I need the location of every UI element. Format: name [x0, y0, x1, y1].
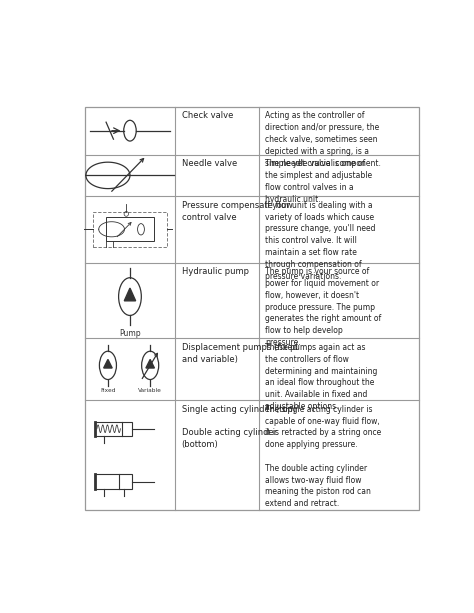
- Text: Displacement pumps (fixed
and variable): Displacement pumps (fixed and variable): [182, 343, 298, 364]
- Bar: [106, 218, 154, 241]
- Bar: [85, 107, 419, 510]
- Text: Variable: Variable: [138, 388, 162, 393]
- Bar: [95, 422, 132, 436]
- Text: Single acting cylinder (top)

Double acting cylinder
(bottom): Single acting cylinder (top) Double acti…: [182, 405, 296, 449]
- Bar: [95, 474, 132, 489]
- Text: Pump: Pump: [119, 329, 141, 338]
- Text: Acting as the controller of
direction and/or pressure, the
check valve, sometime: Acting as the controller of direction an…: [265, 112, 381, 167]
- Text: The pump is your source of
power for liquid movement or
flow, however, it doesn': The pump is your source of power for liq…: [265, 267, 381, 347]
- Text: Fixed: Fixed: [100, 388, 116, 393]
- Text: Check valve: Check valve: [182, 112, 233, 120]
- Text: The needle valve is one of
the simplest and adjustable
flow control valves in a
: The needle valve is one of the simplest …: [265, 159, 372, 204]
- Text: Hydraulic pump: Hydraulic pump: [182, 267, 248, 276]
- Text: These pumps again act as
the controllers of flow
determining and maintaining
an : These pumps again act as the controllers…: [265, 343, 377, 411]
- Polygon shape: [124, 288, 136, 301]
- Text: If your unit is dealing with a
variety of loads which cause
pressure change, you: If your unit is dealing with a variety o…: [265, 200, 375, 281]
- Text: Pressure compensate flow
control valve: Pressure compensate flow control valve: [182, 200, 292, 221]
- Text: Needle valve: Needle valve: [182, 159, 237, 169]
- Bar: [93, 211, 167, 247]
- Polygon shape: [104, 359, 112, 368]
- Polygon shape: [146, 359, 155, 368]
- Text: The single acting cylinder is
capable of one-way fluid flow,
it is retracted by : The single acting cylinder is capable of…: [265, 405, 381, 508]
